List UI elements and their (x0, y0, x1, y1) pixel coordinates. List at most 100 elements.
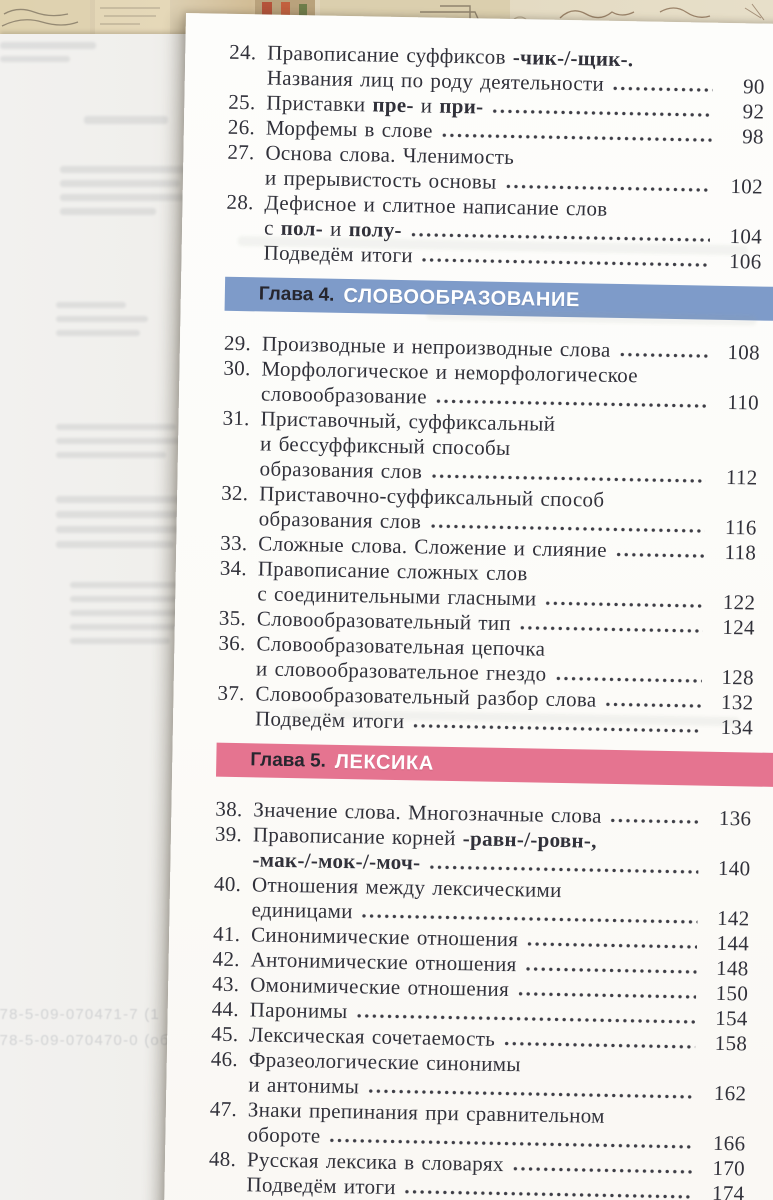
page-number: 132 (720, 689, 754, 715)
showthrough-line (60, 208, 156, 215)
item-number (208, 1191, 246, 1192)
dot-leader (329, 1137, 694, 1150)
showthrough-line (56, 316, 148, 322)
item-number (226, 234, 264, 235)
item-number (217, 725, 255, 726)
item-number: 35. (218, 605, 247, 631)
item-text: словообразование (260, 381, 428, 409)
page-number: 98 (742, 124, 765, 149)
item-number: 46. (210, 1046, 239, 1072)
dot-leader (361, 913, 698, 925)
item-text: и антонимы (248, 1072, 360, 1099)
dot-leader (612, 85, 713, 93)
page-number: 112 (725, 464, 758, 490)
page-number: 128 (721, 664, 755, 690)
page-number: 154 (715, 1005, 748, 1031)
item-number (222, 450, 260, 451)
showthrough-line (70, 596, 194, 602)
showthrough-line (70, 638, 170, 644)
showthrough-line (56, 496, 186, 503)
dot-leader (615, 551, 705, 559)
dot-leader (610, 817, 700, 825)
page-number: 110 (727, 389, 760, 415)
showthrough-line (56, 438, 184, 444)
page-number: 118 (724, 539, 757, 565)
page-number: 142 (716, 905, 750, 931)
item-number (226, 259, 264, 260)
showthrough-line (56, 511, 190, 518)
page-number: 144 (716, 930, 750, 956)
item-text: Морфемы в слове (265, 115, 433, 143)
dot-leader (404, 1189, 693, 1200)
page-number: 162 (713, 1080, 747, 1106)
item-number: 42. (212, 946, 241, 972)
showthrough-line (70, 610, 180, 616)
item-number: 43. (211, 971, 240, 997)
item-number: 27. (227, 139, 255, 165)
item-number: 37. (217, 680, 245, 706)
chapter-title: СЛОВООБРАЗОВАНИЕ (343, 284, 581, 311)
page-number: 150 (715, 980, 749, 1006)
isbn-line-2: 978-5-09-070470-0 (общ (0, 1032, 184, 1049)
dot-leader (517, 991, 697, 1000)
item-number (210, 1091, 248, 1092)
page-number: 92 (742, 99, 765, 124)
item-number: 39. (214, 821, 243, 847)
dot-leader (525, 966, 697, 975)
page-number: 124 (722, 614, 756, 640)
showthrough-line (60, 180, 180, 187)
showthrough-line (56, 541, 174, 548)
item-number: 32. (220, 480, 249, 506)
item-text: -мак-/-мок-/-моч- (252, 847, 421, 875)
item-number (214, 866, 252, 867)
page-number: 102 (730, 174, 764, 199)
dot-leader (441, 132, 712, 143)
item-number: 30. (223, 355, 251, 381)
item-number (222, 475, 260, 476)
dot-leader (492, 108, 713, 118)
page-number: 136 (718, 805, 752, 831)
dot-leader (619, 352, 708, 359)
page-number: 174 (711, 1180, 745, 1200)
dot-leader (503, 1041, 696, 1050)
item-number (209, 1141, 247, 1142)
item-number: 34. (219, 555, 248, 581)
dot-leader (413, 723, 701, 734)
page-number: 108 (727, 339, 761, 365)
showthrough-line (60, 166, 188, 173)
item-number: 31. (222, 405, 250, 431)
page-number: 140 (717, 855, 751, 881)
item-text: Паронимы (249, 997, 348, 1024)
item-number (213, 916, 251, 917)
showthrough-line (60, 194, 186, 201)
item-number: 25. (228, 89, 256, 115)
showthrough-line (0, 42, 96, 49)
item-number: 26. (227, 114, 256, 140)
page-number: 158 (714, 1030, 748, 1056)
showthrough-line (70, 582, 188, 588)
dot-leader (356, 1013, 696, 1025)
showthrough-line (56, 526, 182, 533)
item-number: 33. (220, 530, 248, 556)
item-number: 36. (218, 630, 246, 656)
page-number: 122 (722, 589, 756, 615)
item-number (227, 184, 265, 185)
isbn-line-1: 978-5-09-070471-7 (1 (0, 1006, 160, 1023)
item-number: 40. (213, 871, 242, 897)
dot-leader (368, 1088, 695, 1100)
dot-leader (430, 523, 705, 534)
item-number (218, 675, 256, 676)
item-number: 24. (229, 39, 257, 65)
item-number: 41. (212, 921, 241, 947)
dot-leader (519, 625, 703, 634)
item-number: 28. (226, 189, 254, 215)
page-number: 166 (712, 1130, 746, 1156)
chapter-banner: Глава 5. ЛЕКСИКА (216, 742, 773, 788)
dot-leader (421, 257, 710, 268)
showthrough-line (0, 56, 70, 62)
item-number: 45. (211, 1021, 239, 1047)
item-number (229, 84, 267, 85)
dot-leader (429, 864, 699, 875)
dot-leader (545, 600, 704, 609)
showthrough-line (56, 452, 166, 458)
